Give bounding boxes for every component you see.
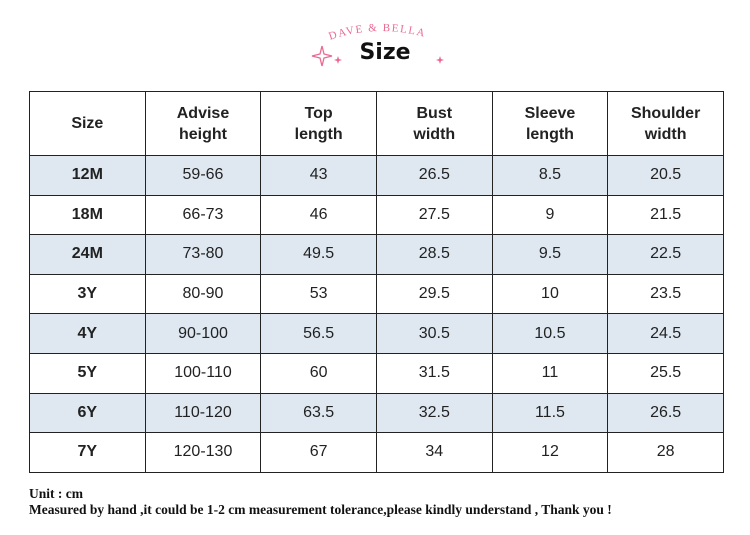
value-cell: 32.5	[375, 392, 493, 434]
value-cell: 9.5	[491, 234, 609, 275]
unit: Unit : cm	[29, 486, 83, 501]
column-header-text: Shoulder width	[630, 104, 701, 143]
value-cell: 31.5	[375, 352, 493, 394]
value-cell: 24.5	[607, 313, 724, 354]
value-cell: 120-130	[144, 432, 262, 473]
value-cell: 23.5	[607, 273, 724, 315]
value-cell: 43	[260, 155, 377, 196]
value-cell: 22.5	[607, 234, 724, 275]
value-cell: 100-110	[144, 352, 262, 394]
column-header-text: Top length	[294, 104, 343, 143]
column-header: Shoulder width	[607, 91, 724, 156]
column-header: Advise height	[144, 91, 262, 156]
column-header: Sleeve length	[491, 91, 609, 156]
value-cell: 10.5	[491, 313, 609, 354]
size-cell: 24M	[29, 234, 146, 275]
value-cell: 46	[260, 194, 377, 236]
value-cell: 90-100	[144, 313, 262, 354]
size-cell: 5Y	[29, 352, 146, 394]
value-cell: 59-66	[144, 155, 262, 196]
size-cell: 12M	[29, 155, 146, 196]
value-cell: 67	[260, 432, 377, 473]
column-header-text: Advise height	[176, 104, 230, 143]
value-cell: 11.5	[491, 392, 609, 434]
value-cell: 8.5	[491, 155, 609, 196]
value-cell: 20.5	[607, 155, 724, 196]
table-row: 5Y 100-110 60 31.5 11 25.5	[29, 352, 724, 394]
value-cell: 26.5	[607, 392, 724, 434]
value-cell: 26.5	[375, 155, 493, 196]
column-header-text: Sleeve length	[524, 104, 576, 143]
table-row: 18M 66-73 46 27.5 9 21.5	[29, 194, 724, 236]
value-cell: 110-120	[144, 392, 262, 434]
value-cell: 9	[491, 194, 609, 236]
column-header: Size	[29, 91, 146, 156]
value-cell: 28	[607, 432, 724, 473]
size-cell: 4Y	[29, 313, 146, 354]
title: Size	[359, 40, 411, 65]
sparkle	[311, 45, 333, 67]
value-cell: 53	[260, 273, 377, 315]
value-cell: 60	[260, 352, 377, 394]
size-table: Size Advise height Top length Bust width Sle…	[29, 91, 724, 473]
value-cell: 63.5	[260, 392, 377, 434]
header-row: Size Advise height Top length Bust width Sle…	[29, 91, 724, 156]
value-cell: 73-80	[144, 234, 262, 275]
size-cell: 3Y	[29, 273, 146, 315]
value-cell: 11	[491, 352, 609, 394]
table-row: 4Y 90-100 56.5 30.5 10.5 24.5	[29, 313, 724, 354]
size-cell: 6Y	[29, 392, 146, 434]
value-cell: 21.5	[607, 194, 724, 236]
column-header-text: Size	[71, 115, 104, 132]
column-header: Top length	[260, 91, 377, 156]
table-row: 7Y 120-130 67 34 12 28	[29, 432, 724, 473]
value-cell: 10	[491, 273, 609, 315]
value-cell: 66-73	[144, 194, 262, 236]
value-cell: 29.5	[375, 273, 493, 315]
value-cell: 25.5	[607, 352, 724, 394]
column-header-text: Bust width	[413, 104, 456, 143]
size-cell: 18M	[29, 194, 146, 236]
note: Measured by hand ,it could be 1-2 cm mea…	[29, 502, 612, 517]
table-row: 3Y 80-90 53 29.5 10 23.5	[29, 273, 724, 315]
value-cell: 28.5	[375, 234, 493, 275]
size-cell: 7Y	[29, 432, 146, 473]
value-cell: 34	[375, 432, 493, 473]
value-cell: 12	[491, 432, 609, 473]
sparkle	[334, 56, 342, 64]
value-cell: 56.5	[260, 313, 377, 354]
value-cell: 27.5	[375, 194, 493, 236]
sparkle	[436, 56, 444, 64]
value-cell: 49.5	[260, 234, 377, 275]
column-header: Bust width	[375, 91, 493, 156]
logo: DAVE & BELLA	[311, 22, 444, 67]
value-cell: 80-90	[144, 273, 262, 315]
table-row: 24M 73-80 49.5 28.5 9.5 22.5	[29, 234, 724, 275]
value-cell: 30.5	[375, 313, 493, 354]
table-row: 6Y 110-120 63.5 32.5 11.5 26.5	[29, 392, 724, 434]
table-row: 12M 59-66 43 26.5 8.5 20.5	[29, 155, 724, 196]
